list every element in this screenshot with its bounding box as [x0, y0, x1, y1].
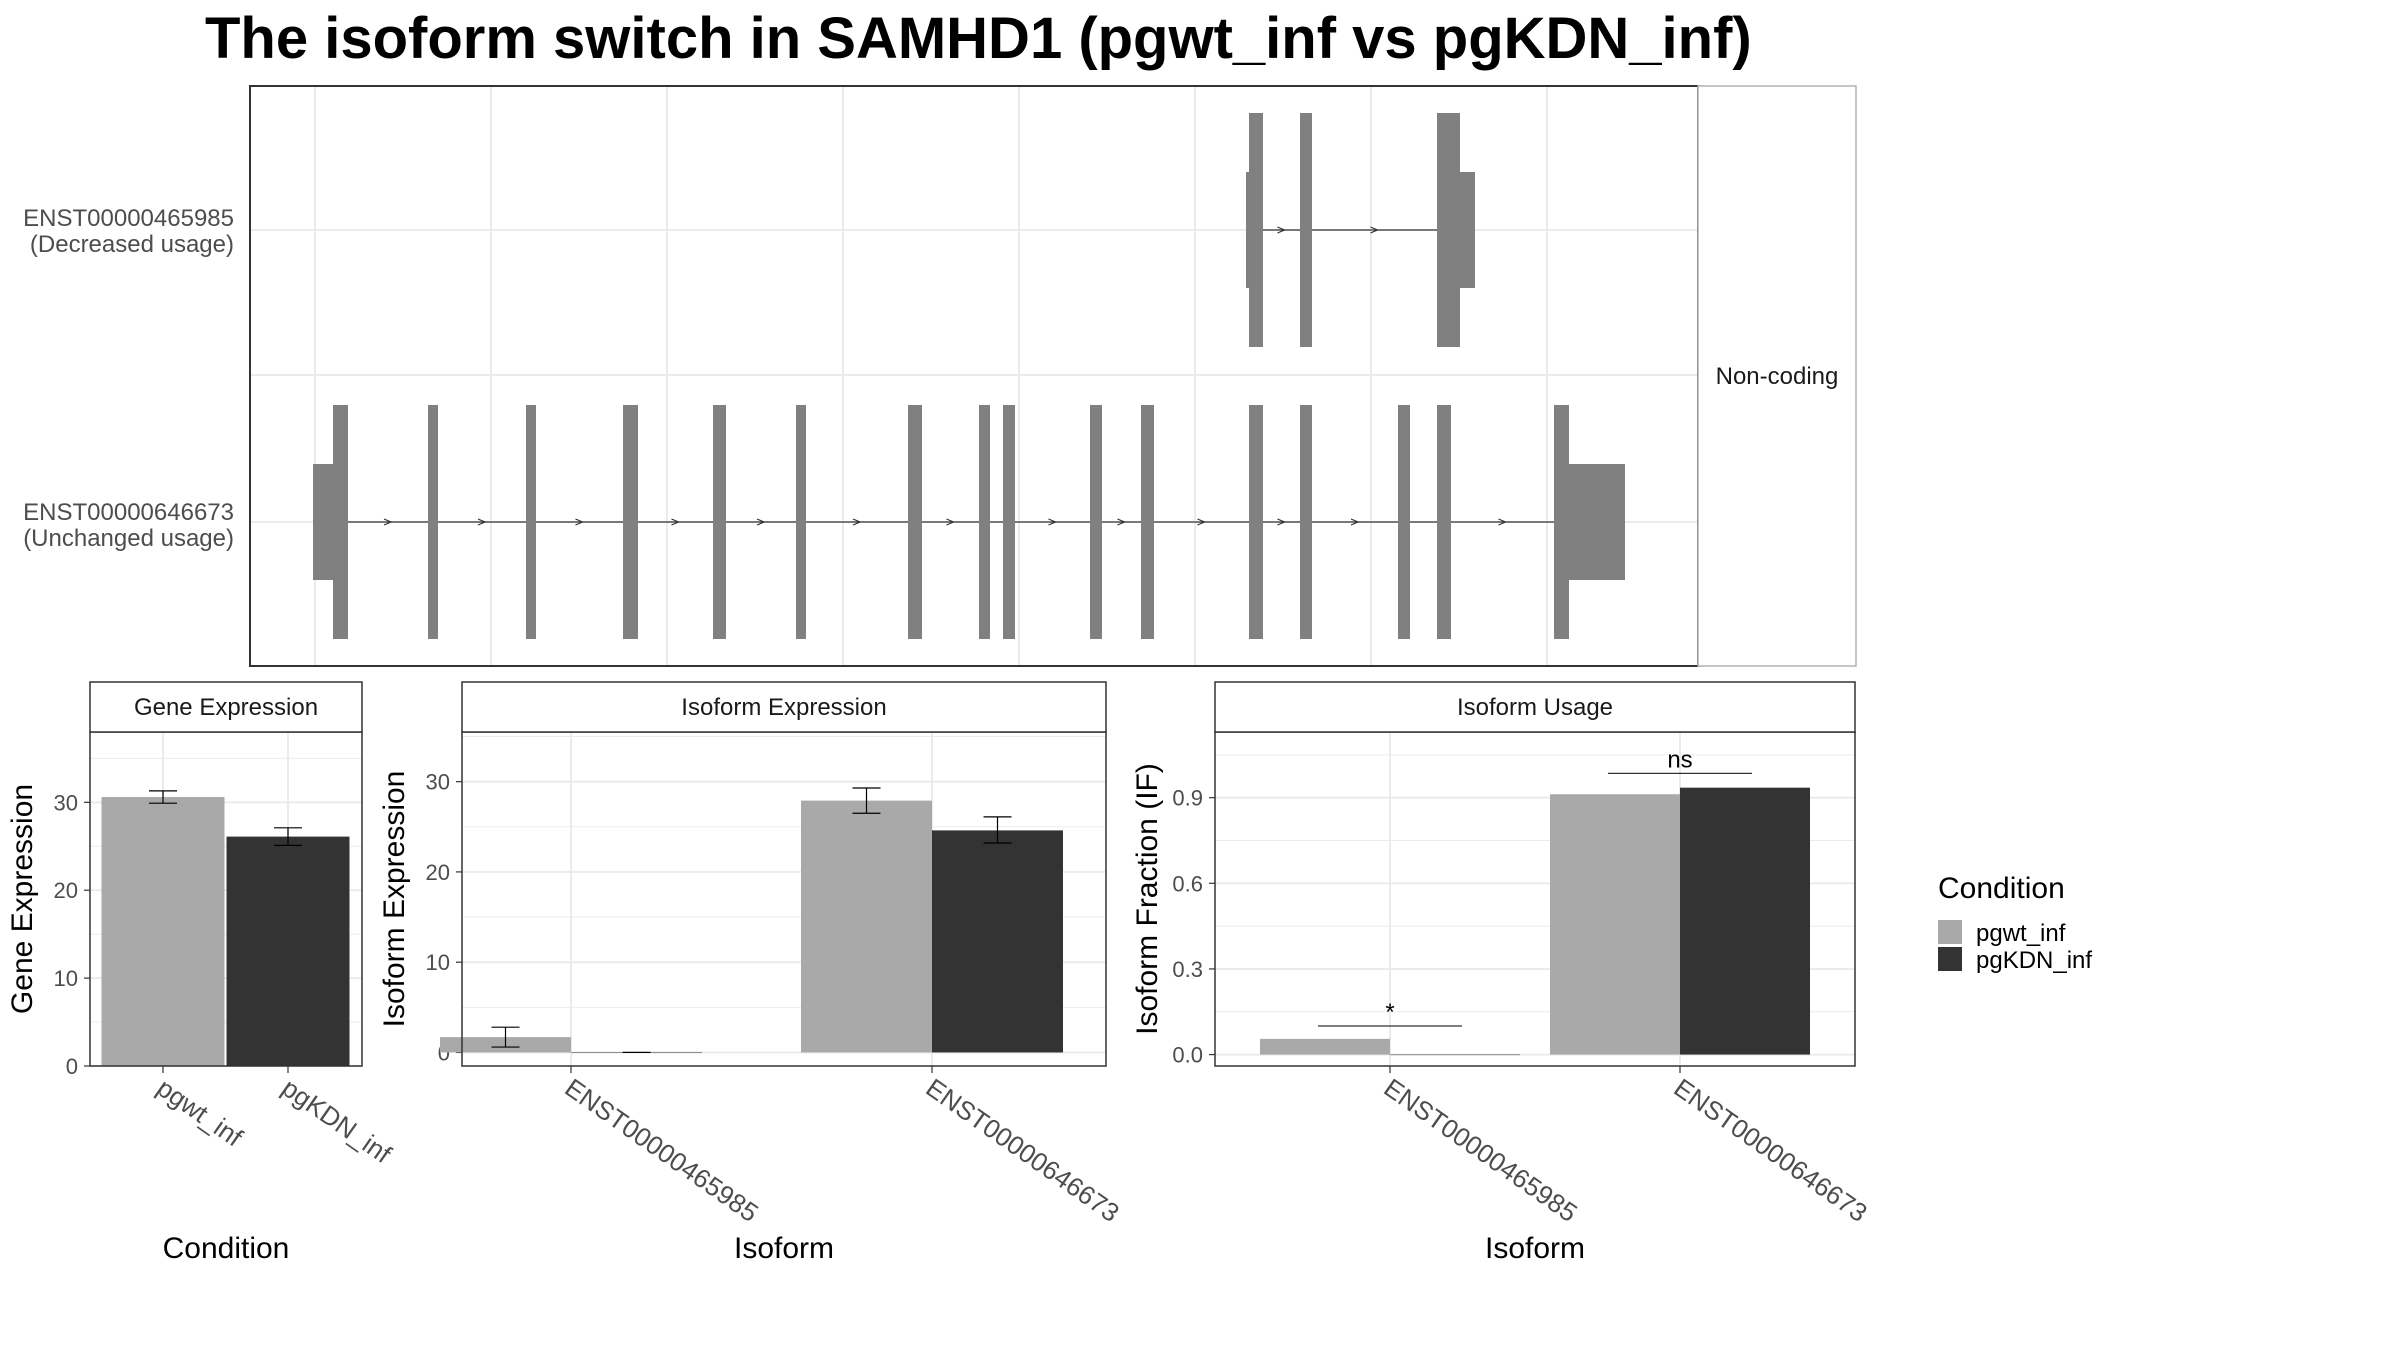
intron-direction-arrow [1350, 518, 1360, 526]
bar [801, 800, 932, 1053]
intron-direction-arrow [1277, 518, 1287, 526]
figure-title: The isoform switch in SAMHD1 (pgwt_inf v… [205, 6, 1752, 71]
chart-panel: 0 10 20 30 Gene Expression pgwt_inf pgKDN_inf C… [6, 681, 398, 1265]
y-tick-label: 10 [426, 950, 450, 975]
y-axis-title: Isoform Expression [378, 771, 411, 1028]
legend-title: Condition [1938, 872, 2065, 905]
y-tick-label: 20 [54, 878, 78, 903]
chart-title: Gene Expression [134, 694, 318, 721]
exon-block [1437, 405, 1451, 639]
intron-direction-arrow [1048, 518, 1058, 526]
legend: Condition pgwt_inf pgKDN_inf [1938, 872, 2092, 974]
x-axis-title: Condition [163, 1232, 290, 1265]
exon-block [1398, 405, 1410, 639]
x-tick-label: ENST00000465985 [560, 1072, 764, 1228]
intron-direction-arrow [575, 518, 585, 526]
transcript-usage-label: (Decreased usage) [30, 231, 234, 258]
intron-direction-arrow [477, 518, 487, 526]
intron-direction-arrow [1277, 226, 1287, 234]
bar [1390, 1054, 1520, 1056]
structure-facet-label: Non-coding [1716, 363, 1839, 390]
x-tick-label: pgKDN_inf [277, 1072, 398, 1169]
exon-block [526, 405, 536, 639]
exon-block [1003, 405, 1015, 639]
intron-direction-arrow [756, 518, 766, 526]
intron-direction-arrow [1117, 518, 1127, 526]
facet-strip [1214, 681, 1856, 733]
transcript-id-label: ENST00000465985 [23, 205, 234, 232]
y-tick-label: 30 [54, 790, 78, 815]
y-tick-label: 0 [66, 1054, 78, 1079]
chart-title: Isoform Expression [681, 694, 886, 721]
exon-block [623, 405, 638, 639]
intron-direction-arrow [1197, 518, 1207, 526]
intron-direction-arrow [671, 518, 681, 526]
significance-label: ns [1667, 746, 1692, 773]
bar [1550, 794, 1680, 1055]
bar [226, 836, 350, 1066]
x-tick-label: ENST00000646673 [921, 1072, 1125, 1228]
facet-strip [89, 681, 363, 733]
y-tick-label: 10 [54, 966, 78, 991]
exon-block [1300, 113, 1312, 347]
y-tick-label: 20 [426, 860, 450, 885]
legend-label-pgkdn: pgKDN_inf [1976, 947, 2092, 974]
legend-label-pgwt: pgwt_inf [1976, 920, 2066, 947]
bar [1260, 1038, 1390, 1055]
x-axis-title: Isoform [1485, 1232, 1585, 1265]
y-tick-label: 30 [426, 770, 450, 795]
exon-block [1437, 113, 1460, 347]
utr-block [313, 464, 335, 580]
exon-block [1249, 113, 1263, 347]
intron-direction-arrow [946, 518, 956, 526]
exon-block [1141, 405, 1154, 639]
legend-key-pgwt [1938, 920, 1962, 944]
intron-direction-arrow [1370, 226, 1380, 234]
utr-block [1246, 172, 1254, 288]
y-axis-title: Gene Expression [6, 784, 39, 1014]
x-tick-label: pgwt_inf [152, 1072, 249, 1153]
x-tick-label: ENST00000465985 [1379, 1072, 1583, 1228]
transcript-id-label: ENST00000646673 [23, 499, 234, 526]
intron-direction-arrow [852, 518, 862, 526]
x-axis-title: Isoform [734, 1232, 834, 1265]
transcript-usage-label: (Unchanged usage) [23, 525, 234, 552]
y-tick-label: 0.0 [1172, 1043, 1203, 1068]
y-tick-label: 0.9 [1172, 786, 1203, 811]
chart-panel: 0.0 0.3 0.6 0.9 * ns Isoform Usage ENST00000465… [1131, 681, 1873, 1265]
exon-block [1249, 405, 1263, 639]
y-tick-label: 0.3 [1172, 957, 1203, 982]
exon-block [428, 405, 438, 639]
exon-block [796, 405, 806, 639]
utr-block [1565, 464, 1625, 580]
facet-strip [461, 681, 1107, 733]
exon-block [979, 405, 990, 639]
x-tick-label: ENST00000646673 [1669, 1072, 1873, 1228]
exon-block [1554, 405, 1569, 639]
transcript-structure-panel: Non-coding ENST00000465985 (Decreased us… [23, 85, 1857, 667]
intron-direction-arrow [383, 518, 393, 526]
bar [932, 830, 1063, 1053]
bar [1680, 787, 1810, 1055]
bar [101, 797, 225, 1066]
intron-direction-arrow [1498, 518, 1508, 526]
y-axis-title: Isoform Fraction (IF) [1131, 763, 1164, 1035]
legend-key-pgkdn [1938, 947, 1962, 971]
exon-block [333, 405, 348, 639]
exon-block [1300, 405, 1312, 639]
exon-block [1090, 405, 1102, 639]
structure-facet-strip [1697, 85, 1857, 667]
exon-block [908, 405, 922, 639]
utr-block [1455, 172, 1475, 288]
y-tick-label: 0.6 [1172, 871, 1203, 896]
chart-title: Isoform Usage [1457, 694, 1613, 721]
exon-block [713, 405, 726, 639]
significance-label: * [1385, 999, 1394, 1026]
